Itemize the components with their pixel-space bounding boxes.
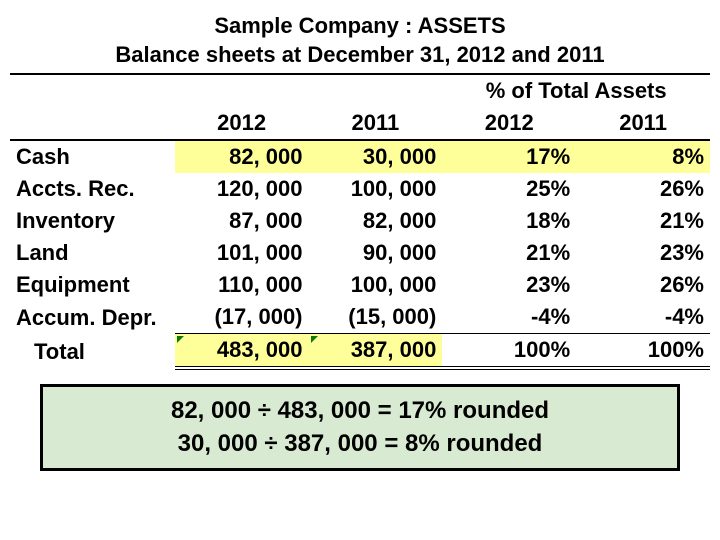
header-pct-group: % of Total Assets <box>442 74 710 107</box>
row-v1: 87, 000 <box>175 205 309 237</box>
row-p1: 17% <box>442 140 576 173</box>
row-label: Equipment <box>10 269 175 301</box>
header-blank <box>175 74 309 107</box>
row-p2: 26% <box>576 269 710 301</box>
row-v1: 110, 000 <box>175 269 309 301</box>
header-blank <box>10 74 175 107</box>
table-row: Equipment110, 000100, 00023%26% <box>10 269 710 301</box>
total-label: Total <box>10 334 175 369</box>
row-label: Accum. Depr. <box>10 301 175 334</box>
row-p2: 23% <box>576 237 710 269</box>
row-label: Inventory <box>10 205 175 237</box>
header-blank <box>10 107 175 140</box>
header-row-1: % of Total Assets <box>10 74 710 107</box>
table-row: Cash82, 00030, 00017%8% <box>10 140 710 173</box>
row-v1: 101, 000 <box>175 237 309 269</box>
balance-sheet-panel: Sample Company : ASSETS Balance sheets a… <box>0 0 720 471</box>
row-p2: 26% <box>576 173 710 205</box>
total-p1: 100% <box>442 334 576 369</box>
total-row: Total 483, 000 387, 000 100% 100% <box>10 334 710 369</box>
row-p1: 21% <box>442 237 576 269</box>
header-blank <box>309 74 443 107</box>
table-row: Accts. Rec.120, 000100, 00025%26% <box>10 173 710 205</box>
calc-line-2: 30, 000 ÷ 387, 000 = 8% rounded <box>55 428 665 460</box>
row-v2: 82, 000 <box>309 205 443 237</box>
row-v1: 82, 000 <box>175 140 309 173</box>
row-v2: 90, 000 <box>309 237 443 269</box>
row-p1: -4% <box>442 301 576 334</box>
row-v2: (15, 000) <box>309 301 443 334</box>
total-v1: 483, 000 <box>175 334 309 369</box>
row-v2: 100, 000 <box>309 173 443 205</box>
row-p2: 21% <box>576 205 710 237</box>
row-v2: 30, 000 <box>309 140 443 173</box>
total-v2: 387, 000 <box>309 334 443 369</box>
table-row: Accum. Depr.(17, 000)(15, 000)-4%-4% <box>10 301 710 334</box>
header-pct-year-2: 2011 <box>576 107 710 140</box>
row-p1: 23% <box>442 269 576 301</box>
table-row: Inventory87, 00082, 00018%21% <box>10 205 710 237</box>
header-year-2: 2011 <box>309 107 443 140</box>
title-line-1: Sample Company : ASSETS <box>10 12 710 41</box>
header-pct-year-1: 2012 <box>442 107 576 140</box>
row-v1: (17, 000) <box>175 301 309 334</box>
row-v2: 100, 000 <box>309 269 443 301</box>
row-p2: -4% <box>576 301 710 334</box>
row-label: Accts. Rec. <box>10 173 175 205</box>
title-line-2: Balance sheets at December 31, 2012 and … <box>10 41 710 70</box>
row-label: Land <box>10 237 175 269</box>
header-year-1: 2012 <box>175 107 309 140</box>
row-p1: 25% <box>442 173 576 205</box>
row-p2: 8% <box>576 140 710 173</box>
assets-table: % of Total Assets 2012 2011 2012 2011 Ca… <box>10 73 710 370</box>
calculation-box: 82, 000 ÷ 483, 000 = 17% rounded 30, 000… <box>40 384 680 471</box>
table-row: Land101, 00090, 00021%23% <box>10 237 710 269</box>
calc-line-1: 82, 000 ÷ 483, 000 = 17% rounded <box>55 395 665 427</box>
total-p2: 100% <box>576 334 710 369</box>
row-v1: 120, 000 <box>175 173 309 205</box>
row-p1: 18% <box>442 205 576 237</box>
header-row-2: 2012 2011 2012 2011 <box>10 107 710 140</box>
row-label: Cash <box>10 140 175 173</box>
